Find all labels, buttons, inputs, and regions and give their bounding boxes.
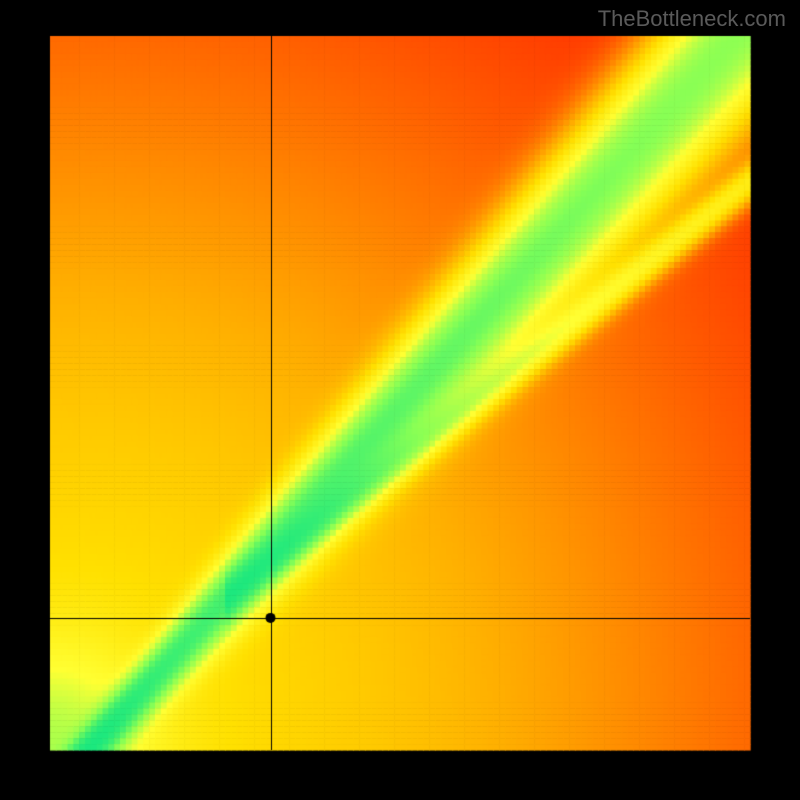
figure-container: TheBottleneck.com — [0, 0, 800, 800]
heatmap-canvas — [0, 0, 800, 800]
watermark-text: TheBottleneck.com — [598, 6, 786, 32]
